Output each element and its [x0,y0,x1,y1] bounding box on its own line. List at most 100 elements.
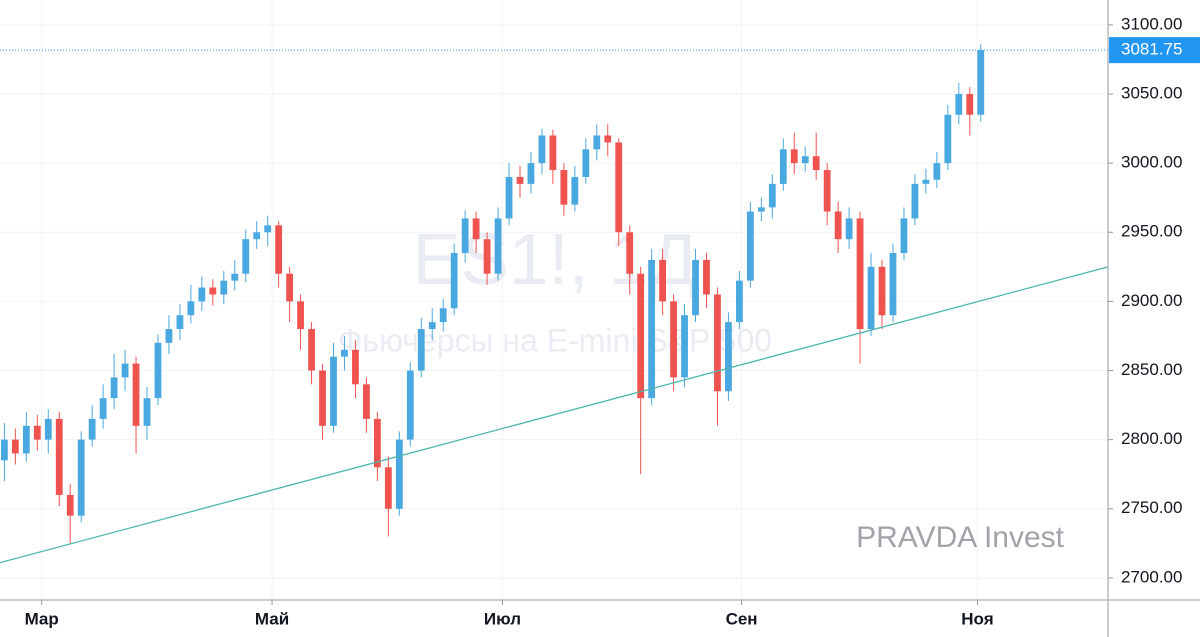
x-tick-label: Май [255,609,289,628]
candle-body [220,280,228,295]
candle-body [779,149,787,184]
y-tick-label: 2850.00 [1121,360,1182,379]
candle-body [428,322,436,330]
candle-body [99,398,107,419]
candle-body [856,218,864,330]
candle-body [615,142,623,233]
candle-body [121,363,129,378]
candle-body [955,94,963,115]
y-tick-label: 2700.00 [1121,567,1182,586]
candle-body [0,439,8,461]
candle-body [352,349,359,385]
candle-body [461,218,469,253]
candle-body [977,50,985,115]
candle-body [966,94,974,115]
candle-body [801,156,809,164]
y-tick-label: 2800.00 [1121,429,1182,448]
grid [0,0,1108,600]
y-tick-label: 2900.00 [1121,291,1182,310]
candle-body [538,135,546,164]
candle-body [703,259,710,295]
candle-body [275,225,283,274]
candle-body [330,356,337,426]
candle-body [735,280,743,323]
candle-body [165,329,173,343]
candle-body [604,135,612,143]
candle-body [812,156,820,171]
trendline [0,266,1109,564]
last-price-box [1109,37,1200,64]
candle-body [110,377,118,399]
candle-body [527,163,535,184]
candle-body [834,211,842,240]
candle-body [944,114,952,164]
candle-body [933,163,941,180]
candle-body [308,329,315,371]
candle-body [132,363,140,426]
candle-body [845,218,853,240]
candle-body [900,218,908,253]
candle-body [373,418,381,468]
candle-body [681,315,688,378]
candle-body [790,149,798,164]
candle-body [319,370,326,426]
candle-body [714,294,721,392]
candle-body [406,370,414,440]
y-tick-label: 3100.00 [1121,14,1182,33]
candle-body [823,170,831,212]
y-tick-label: 2750.00 [1121,498,1182,517]
candle-body [922,179,930,184]
candle-body [692,259,699,316]
candle-body [560,170,568,205]
candle-body [341,349,348,357]
candle-body [483,239,491,274]
axes: 2700.00 2750.00 2800.00 2850.00 2900.00 2950.… [25,14,1200,628]
x-tick-label: Мар [25,609,59,628]
x-tick-label: Ноя [961,609,993,628]
candle-body [670,301,677,378]
y-tick-label: 2950.00 [1121,222,1182,241]
candle-body [494,218,502,274]
x-tick-label: Июл [484,609,521,628]
candle-body [757,207,765,212]
candle-body [176,315,184,330]
candle-body [209,287,217,295]
x-tick-label: Сен [726,609,758,628]
candle-body [472,218,480,240]
y-tick-label: 3050.00 [1121,83,1182,102]
candle-body [439,308,447,323]
candle-body [505,176,513,219]
candle-body [450,252,458,309]
candle-body [22,425,30,454]
candle-body [88,418,96,440]
annotation: PRAVDA Invest [856,521,1065,554]
candle-body [66,494,74,516]
candle-body [253,232,261,240]
candle-body [911,183,919,219]
candle-body [626,232,634,274]
last-price-label: 3081.75 [1121,40,1182,59]
candle-body [746,211,754,281]
candle-body [363,384,370,419]
candle-body [33,425,41,440]
candle-body [725,322,732,392]
candles [0,44,1109,564]
candle-body [44,418,52,440]
candle-body [648,259,656,399]
candle-body [297,301,304,330]
candle-body [242,239,250,274]
candle-body [889,252,897,316]
candle-body [867,266,875,330]
candle-body [659,259,667,302]
candle-body [77,439,85,516]
candle-body [198,287,206,302]
candle-body [384,467,392,509]
candle-body [154,342,162,399]
candle-body [187,301,195,316]
candle-body [878,266,886,316]
candle-body [516,176,524,184]
candle-body [231,273,239,281]
candle-body [395,439,403,509]
y-tick-label: 3000.00 [1121,153,1182,172]
